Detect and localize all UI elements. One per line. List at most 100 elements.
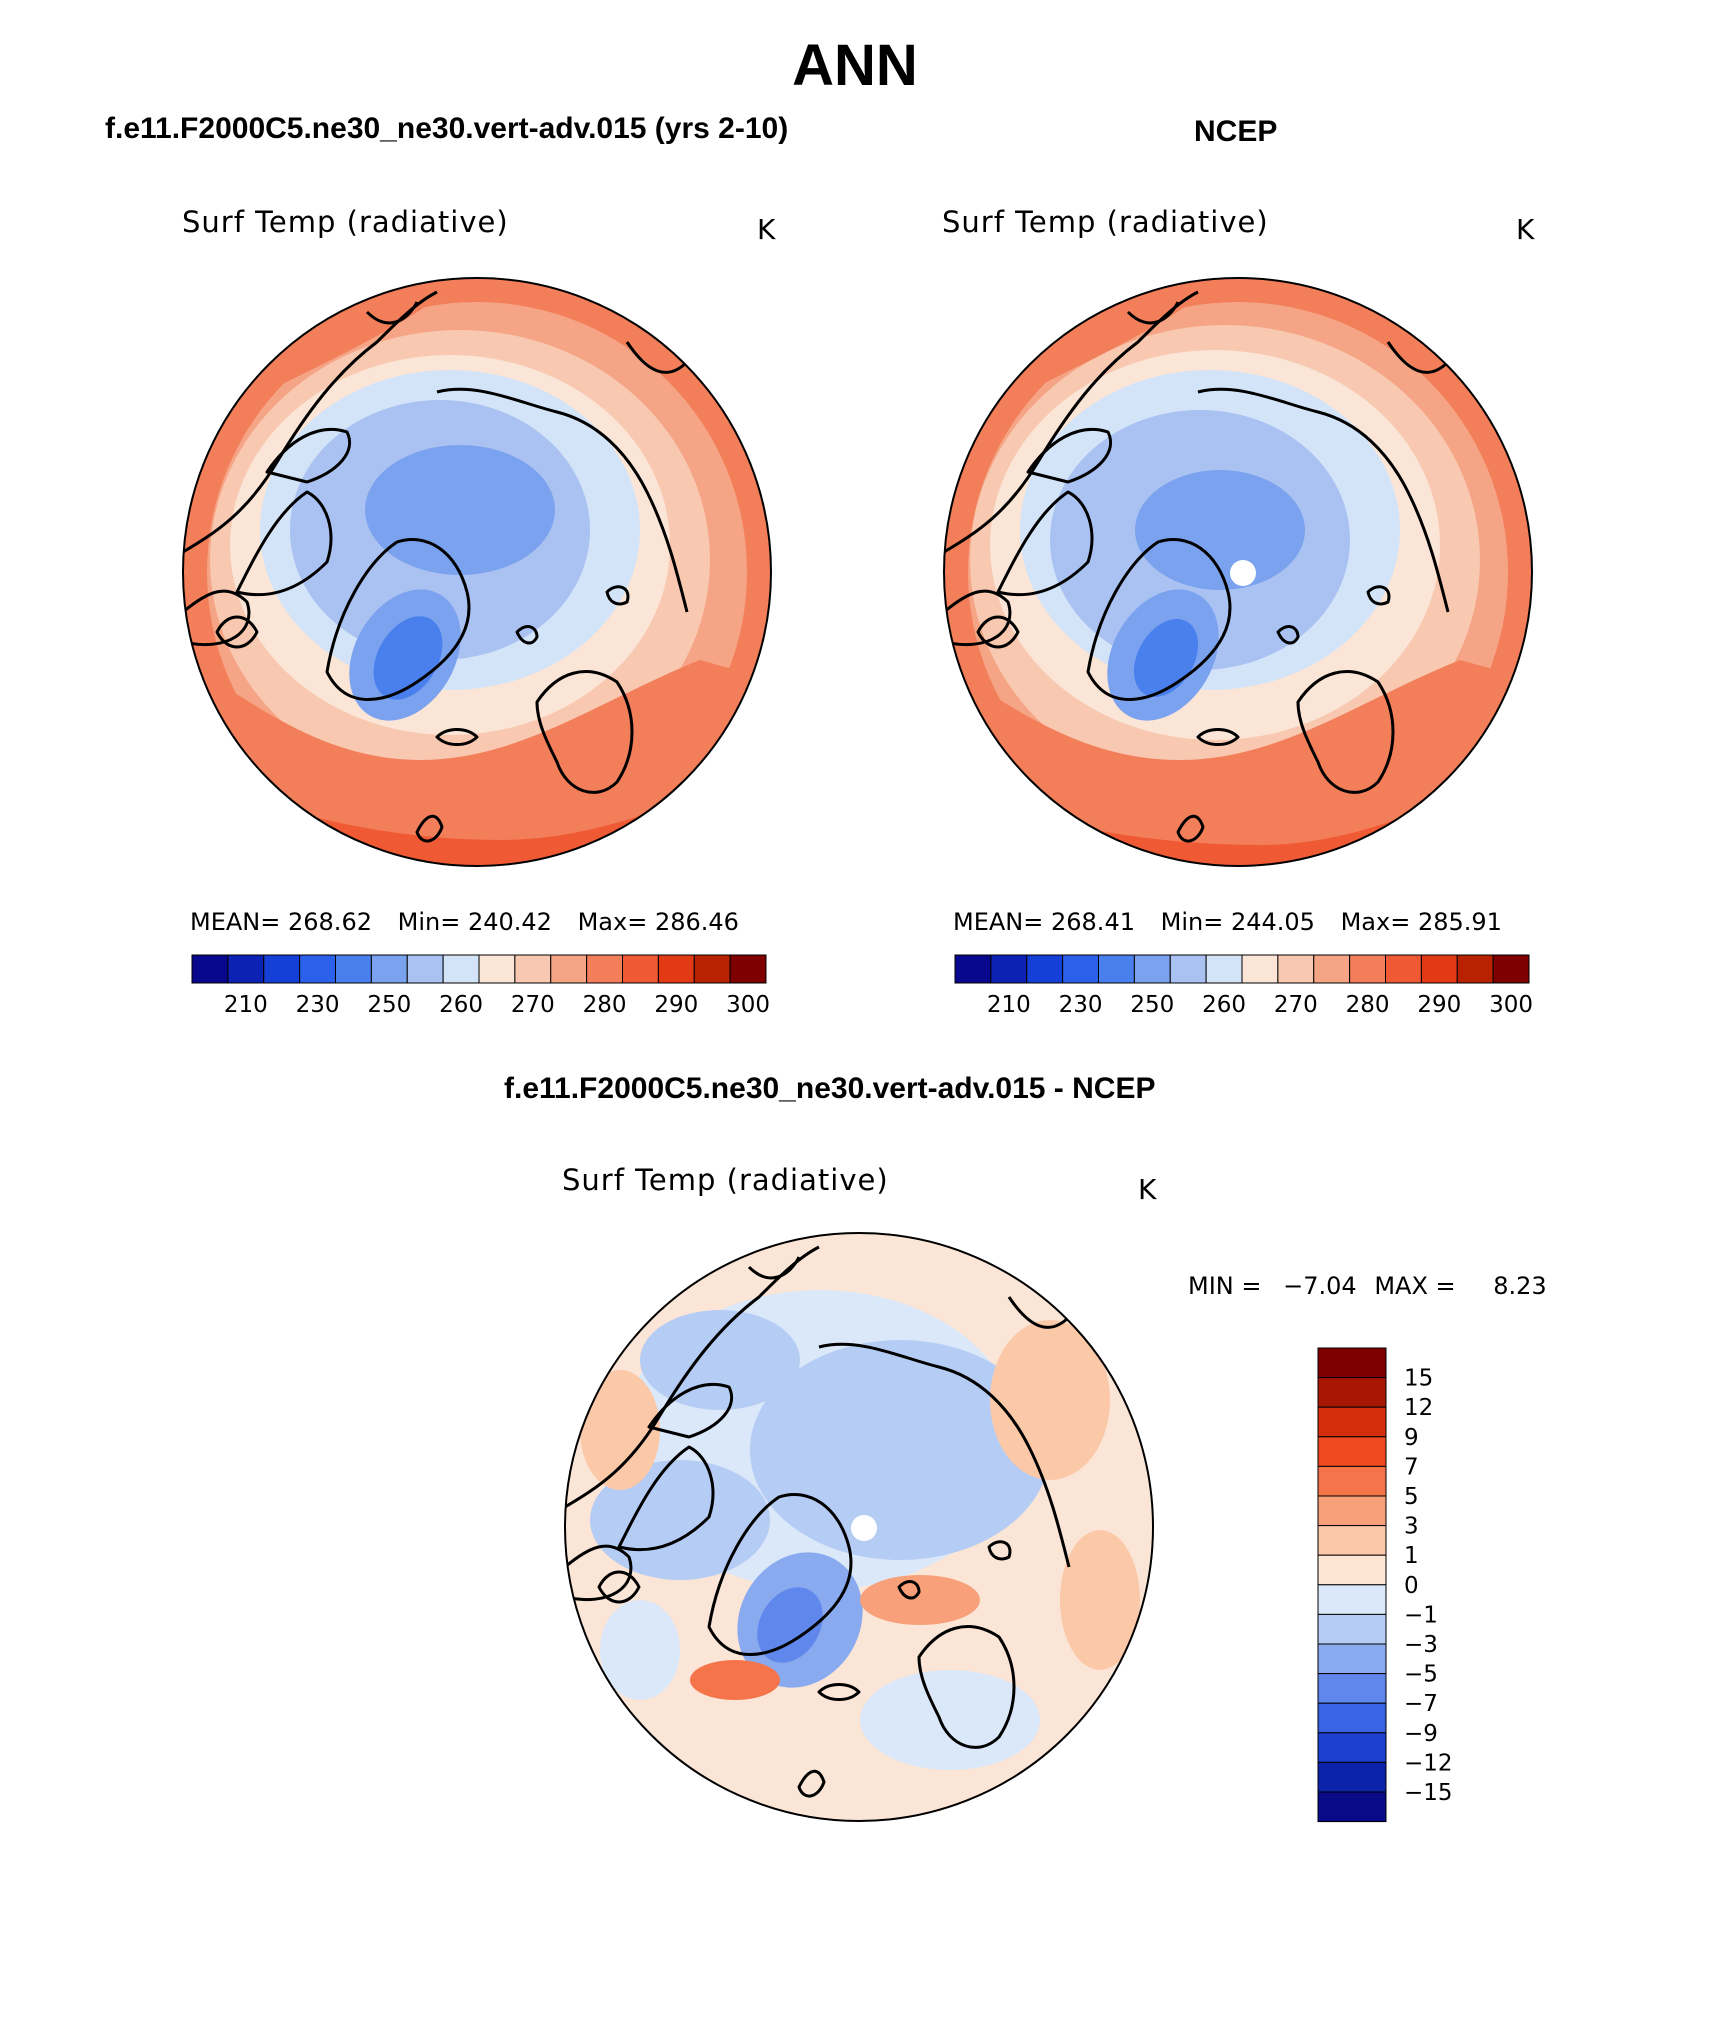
colorbar-tick-label: 210 — [987, 992, 1031, 1018]
colorbar-swatch — [1456, 954, 1494, 984]
colorbar-tick-label: 260 — [1202, 992, 1246, 1018]
panel-model-stats: MEAN= 268.62 Min= 240.42 Max= 286.46 — [190, 908, 739, 936]
colorbar-swatch — [1317, 1465, 1387, 1497]
colorbar-tick-label: −12 — [1404, 1750, 1453, 1776]
colorbar-tick-label: 3 — [1404, 1514, 1419, 1540]
max-value: 285.91 — [1417, 908, 1502, 936]
map-ncep — [943, 277, 1533, 867]
min-label: MIN = — [1188, 1272, 1262, 1300]
colorbar-swatch — [514, 954, 552, 984]
colorbar-swatch — [263, 954, 301, 984]
colorbar-swatch — [1317, 1406, 1387, 1438]
panel-obs-case-title: NCEP — [1194, 115, 1278, 148]
colorbar-tick-label: 230 — [1059, 992, 1103, 1018]
colorbar-swatch — [1098, 954, 1135, 984]
panel-difference-units: K — [1138, 1173, 1157, 1206]
colorbar-swatch — [1317, 1554, 1387, 1586]
min-label: Min= — [1160, 908, 1224, 936]
colorbar-swatch — [1317, 1584, 1387, 1615]
colorbar-tick-label: −5 — [1404, 1662, 1438, 1688]
colorbar-tick-label: 15 — [1404, 1366, 1433, 1392]
colorbar-swatch — [586, 954, 623, 984]
colorbar-swatch — [1317, 1377, 1387, 1408]
colorbar-swatch — [227, 954, 265, 984]
colorbar-tick-label: 250 — [1130, 992, 1174, 1018]
max-label: Max= — [1340, 908, 1411, 936]
colorbar-swatch — [990, 954, 1028, 984]
colorbar-swatch — [1277, 954, 1315, 984]
colorbar-swatch — [1317, 1525, 1387, 1556]
panel-difference-variable-title: Surf Temp (radiative) — [562, 1163, 889, 1197]
colorbar-swatch — [1349, 954, 1386, 984]
colorbar-swatch — [1492, 954, 1530, 984]
colorbar-tick-label: 230 — [296, 992, 340, 1018]
colorbar-swatch — [191, 954, 229, 984]
colorbar-tick-label: 280 — [1346, 992, 1390, 1018]
colorbar-tick-label: 12 — [1404, 1395, 1433, 1421]
colorbar-tick-label: 1 — [1404, 1543, 1419, 1569]
colorbar-tick-label: −15 — [1404, 1780, 1453, 1806]
colorbar-swatch — [1317, 1643, 1387, 1675]
min-value: 244.05 — [1230, 908, 1315, 936]
colorbar-swatch — [1420, 954, 1458, 984]
mean-label: MEAN= — [190, 908, 281, 936]
panel-model-units: K — [757, 213, 776, 246]
colorbar-tick-label: −3 — [1404, 1632, 1438, 1658]
colorbar-swatch — [406, 954, 444, 984]
colorbar-model: 210 230 250 260 270 280 290 300 — [191, 954, 770, 1018]
colorbar-tick-label: 260 — [439, 992, 483, 1018]
colorbar-tick-label: −1 — [1404, 1602, 1438, 1628]
colorbar-tick-label: 270 — [1274, 992, 1318, 1018]
colorbar-swatch — [1241, 954, 1279, 984]
max-label: MAX = — [1374, 1272, 1456, 1300]
panel-difference-title: f.e11.F2000C5.ne30_ne30.vert-adv.015 - N… — [504, 1072, 1156, 1105]
mean-value: 268.41 — [1051, 908, 1135, 936]
map-difference — [564, 1232, 1154, 1822]
min-value: −7.04 — [1283, 1272, 1357, 1300]
colorbar-tick-label: −7 — [1404, 1691, 1438, 1717]
panel-obs-variable-title: Surf Temp (radiative) — [942, 205, 1269, 239]
colorbar-swatch — [1317, 1495, 1387, 1527]
colorbar-swatch — [1317, 1347, 1387, 1379]
colorbar-swatch — [1317, 1791, 1387, 1823]
colorbar-tick-label: 0 — [1404, 1573, 1419, 1599]
colorbar-swatch — [335, 954, 372, 984]
colorbar-tick-label: 300 — [1489, 992, 1533, 1018]
colorbar-tick-label: 280 — [583, 992, 627, 1018]
panel-model-variable-title: Surf Temp (radiative) — [182, 205, 509, 239]
panel-difference-minmax: MIN = −7.04 MAX = 8.23 — [1188, 1272, 1547, 1300]
colorbar-swatch — [1317, 1761, 1387, 1793]
mean-value: 268.62 — [288, 908, 372, 936]
mean-label: MEAN= — [953, 908, 1044, 936]
colorbar-tick-label: 270 — [511, 992, 555, 1018]
panel-model-case-title: f.e11.F2000C5.ne30_ne30.vert-adv.015 (yr… — [105, 112, 789, 145]
colorbar-swatch — [1205, 954, 1243, 984]
colorbar-swatch — [1026, 954, 1064, 984]
colorbar-swatch — [1317, 1673, 1387, 1704]
colorbar-tick-label: 290 — [1417, 992, 1461, 1018]
max-value: 286.46 — [654, 908, 739, 936]
colorbar-tick-label: 300 — [726, 992, 770, 1018]
colorbar-swatch — [729, 954, 767, 984]
colorbar-swatch — [622, 954, 659, 984]
colorbar-tick-label: 7 — [1404, 1454, 1419, 1480]
figure-title: ANN — [792, 33, 918, 98]
colorbar-swatch — [1133, 954, 1171, 984]
colorbar-swatch — [657, 954, 695, 984]
colorbar-swatch — [1317, 1702, 1387, 1734]
colorbar-swatch — [370, 954, 408, 984]
colorbar-swatch — [1313, 954, 1351, 984]
colorbar-swatch — [442, 954, 480, 984]
max-value: 8.23 — [1493, 1272, 1547, 1300]
colorbar-swatch — [1062, 954, 1099, 984]
colorbar-swatch — [299, 954, 336, 984]
colorbar-swatch — [1317, 1732, 1387, 1763]
colorbar-tick-label: 290 — [654, 992, 698, 1018]
colorbar-swatch — [954, 954, 992, 984]
panel-obs-units: K — [1516, 213, 1535, 246]
map-model — [182, 277, 772, 867]
colorbar-swatch — [1317, 1436, 1387, 1467]
colorbar-ncep: 210 230 250 260 270 280 290 300 — [954, 954, 1533, 1018]
min-label: Min= — [397, 908, 461, 936]
